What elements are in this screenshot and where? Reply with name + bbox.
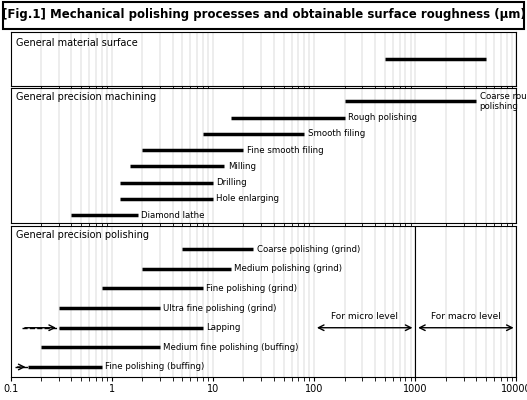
Text: Fine polishing (grind): Fine polishing (grind) [207, 284, 297, 293]
Text: For macro level: For macro level [431, 312, 501, 321]
Text: Rough polishing: Rough polishing [348, 113, 417, 122]
Text: For micro level: For micro level [331, 312, 398, 321]
FancyBboxPatch shape [3, 2, 524, 28]
Text: General precision polishing: General precision polishing [16, 230, 149, 240]
Text: Milling: Milling [228, 162, 256, 171]
Text: Smooth filing: Smooth filing [308, 129, 365, 138]
Text: Lapping: Lapping [207, 323, 241, 332]
Text: Coarse polishing (grind): Coarse polishing (grind) [257, 245, 360, 254]
Text: Ultra fine polishing (grind): Ultra fine polishing (grind) [163, 304, 277, 313]
Text: Drilling: Drilling [216, 178, 247, 187]
Text: Diamond lathe: Diamond lathe [141, 211, 204, 220]
Text: General precision machining: General precision machining [16, 92, 155, 102]
Text: Fine polishing (buffing): Fine polishing (buffing) [105, 362, 204, 372]
Text: Coarse rough
polishing: Coarse rough polishing [480, 92, 527, 111]
Text: Medium fine polishing (buffing): Medium fine polishing (buffing) [163, 343, 299, 352]
Text: [Fig.1] Mechanical polishing processes and obtainable surface roughness (μm): [Fig.1] Mechanical polishing processes a… [2, 8, 525, 21]
Text: Fine smooth filing: Fine smooth filing [247, 146, 324, 155]
Text: Medium polishing (grind): Medium polishing (grind) [234, 264, 342, 273]
Text: Hole enlarging: Hole enlarging [216, 194, 279, 204]
Text: General material surface: General material surface [16, 38, 138, 48]
